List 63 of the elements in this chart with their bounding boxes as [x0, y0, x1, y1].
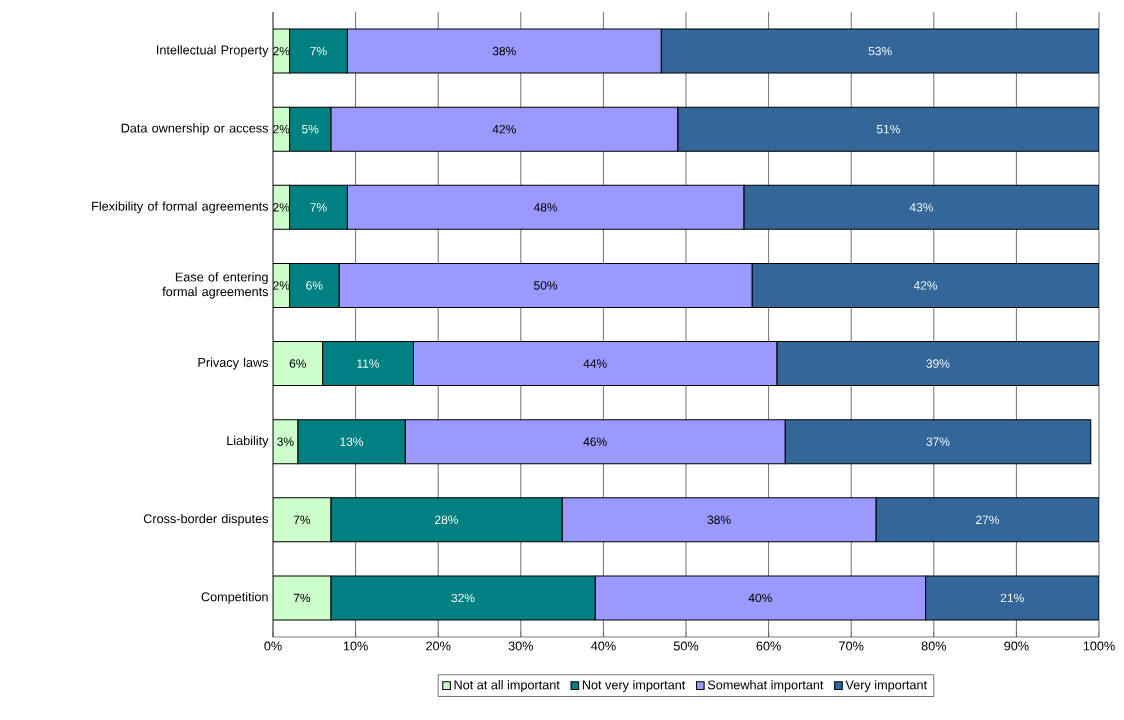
data-label: 2% — [273, 124, 290, 134]
data-label: 38% — [492, 46, 516, 56]
y-tick-label: Intellectual Property — [157, 45, 269, 57]
data-label: 46% — [583, 437, 607, 446]
data-label: 48% — [533, 203, 558, 212]
data-label: 2% — [273, 281, 290, 290]
data-label: 42% — [492, 124, 516, 134]
data-label: 2% — [273, 46, 290, 56]
x-tick-label: 10% — [343, 641, 368, 651]
data-label: 27% — [976, 515, 1000, 525]
data-label: 42% — [913, 281, 938, 290]
x-tick-label: 90% — [1004, 641, 1029, 651]
data-label: 3% — [277, 437, 294, 446]
x-tick-label: 100% — [1083, 641, 1115, 651]
x-tick-label: 20% — [426, 641, 451, 651]
legend-label: Somewhat important — [707, 680, 824, 692]
data-label: 28% — [435, 515, 459, 525]
data-label: 44% — [583, 359, 607, 368]
y-tick-label: Flexibility of formal agreements — [92, 201, 269, 214]
y-tick-label: Ease of entering formal agreements — [162, 272, 269, 299]
bar — [677, 106, 1099, 152]
data-label: 53% — [868, 46, 892, 56]
x-tick-label: 0% — [264, 641, 282, 651]
bar — [875, 497, 1099, 543]
bar — [751, 262, 1099, 308]
bar — [776, 341, 1099, 387]
legend-label: Not very important — [582, 680, 686, 692]
data-label: 6% — [306, 281, 323, 290]
data-label: 7% — [310, 203, 327, 212]
data-label: 37% — [926, 437, 950, 446]
y-tick-label: Data ownership or access — [121, 123, 269, 136]
data-label: 6% — [289, 359, 307, 368]
legend-label: Very important — [845, 680, 927, 692]
data-label: 51% — [876, 124, 900, 134]
y-tick-label: Competition — [201, 592, 268, 604]
x-tick-label: 30% — [508, 641, 534, 651]
data-label: 11% — [357, 359, 380, 368]
data-label: 39% — [926, 359, 950, 368]
data-label: 13% — [340, 437, 364, 446]
legend-label: Not at all important — [454, 680, 560, 692]
data-label: 7% — [310, 46, 327, 56]
y-tick-label: Liability — [227, 435, 269, 448]
data-label: 7% — [293, 593, 311, 603]
data-label: 7% — [293, 515, 311, 524]
x-tick-label: 50% — [673, 641, 699, 651]
bar — [925, 575, 1099, 621]
bar — [784, 419, 1092, 465]
data-label: 40% — [748, 593, 772, 603]
y-tick-label: Privacy laws — [198, 357, 269, 370]
x-tick-label: 70% — [839, 641, 864, 651]
data-label: 5% — [301, 124, 319, 134]
bar — [660, 28, 1099, 74]
data-label: 43% — [909, 203, 933, 212]
data-label: 2% — [273, 203, 290, 212]
data-label: 38% — [707, 515, 731, 525]
x-tick-label: 60% — [756, 641, 781, 651]
x-tick-label: 80% — [921, 641, 947, 651]
x-tick-label: 40% — [591, 641, 616, 651]
data-label: 32% — [451, 593, 475, 603]
y-tick-label: Cross-border disputes — [143, 513, 269, 526]
data-label: 50% — [534, 281, 558, 290]
bar — [743, 184, 1099, 230]
data-label: 21% — [1000, 593, 1024, 603]
